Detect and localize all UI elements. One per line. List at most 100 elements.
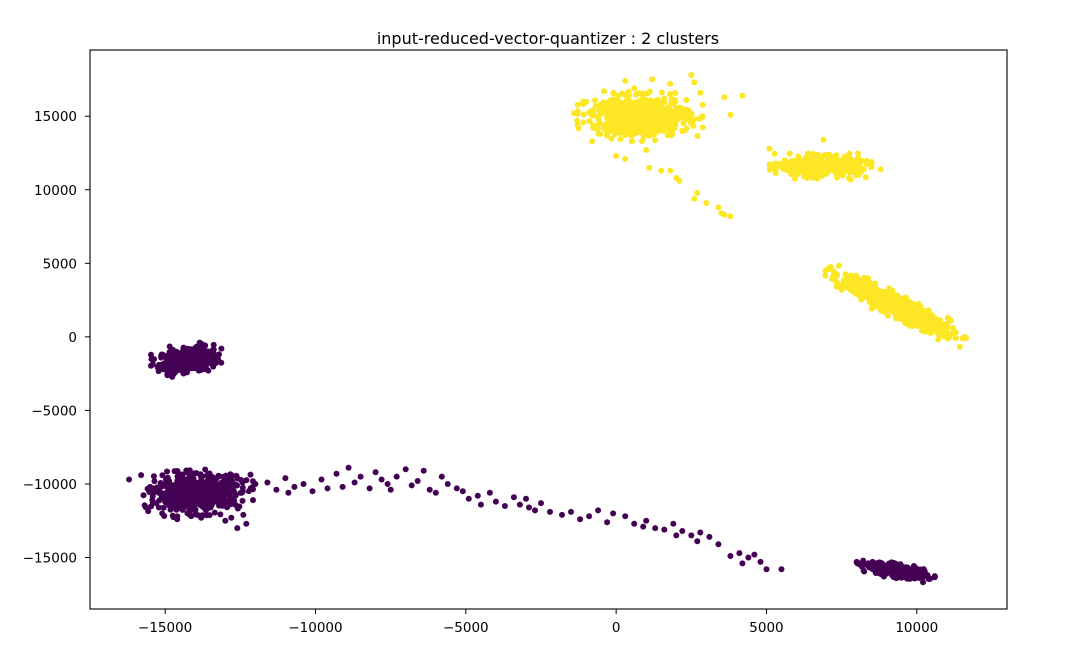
- data-point-cluster-0: [886, 565, 893, 571]
- data-point-cluster-1: [868, 160, 875, 167]
- data-point-cluster-1: [854, 291, 861, 298]
- data-point-cluster-0: [486, 489, 493, 496]
- data-point-cluster-1: [617, 136, 624, 143]
- data-point-cluster-0: [168, 350, 175, 357]
- data-point-cluster-0: [865, 560, 872, 567]
- data-point-cluster-0: [438, 473, 445, 480]
- data-point-cluster-1: [658, 167, 665, 174]
- data-point-cluster-1: [664, 132, 671, 139]
- data-point-cluster-0: [239, 497, 246, 504]
- data-point-cluster-1: [822, 152, 829, 159]
- data-point-cluster-1: [589, 138, 596, 145]
- data-point-cluster-0: [247, 471, 254, 478]
- data-point-cluster-0: [679, 528, 686, 534]
- data-point-cluster-1: [945, 335, 952, 342]
- data-point-cluster-1: [632, 91, 639, 98]
- data-point-cluster-1: [625, 96, 631, 103]
- data-point-cluster-0: [763, 566, 770, 573]
- data-point-cluster-1: [833, 279, 840, 286]
- data-point-cluster-0: [345, 464, 352, 471]
- data-point-cluster-1: [814, 175, 821, 182]
- data-point-cluster-1: [615, 102, 622, 109]
- data-point-cluster-0: [174, 516, 181, 523]
- data-point-cluster-0: [166, 343, 173, 350]
- data-point-cluster-1: [662, 122, 669, 129]
- data-point-cluster-1: [800, 168, 807, 175]
- data-point-cluster-1: [853, 157, 860, 163]
- data-point-cluster-1: [586, 118, 593, 125]
- data-point-cluster-1: [956, 343, 963, 350]
- data-point-cluster-0: [228, 514, 235, 521]
- data-point-cluster-1: [944, 320, 951, 327]
- data-point-cluster-0: [568, 508, 574, 515]
- data-point-cluster-1: [615, 93, 622, 99]
- data-point-cluster-1: [847, 176, 854, 183]
- data-point-cluster-1: [820, 136, 827, 143]
- data-point-cluster-0: [547, 508, 553, 515]
- data-point-cluster-1: [894, 303, 901, 310]
- data-point-cluster-0: [474, 492, 481, 499]
- data-point-cluster-0: [223, 472, 230, 479]
- data-point-cluster-1: [868, 305, 875, 312]
- data-point-cluster-1: [580, 111, 587, 118]
- data-point-cluster-1: [842, 166, 849, 173]
- data-point-cluster-1: [664, 113, 671, 120]
- data-point-cluster-1: [574, 117, 581, 124]
- data-point-cluster-1: [806, 163, 813, 170]
- data-point-cluster-0: [151, 356, 157, 363]
- data-point-cluster-1: [691, 195, 698, 202]
- data-point-cluster-1: [610, 90, 617, 97]
- data-point-cluster-1: [862, 278, 869, 285]
- data-point-cluster-0: [745, 554, 752, 561]
- data-point-cluster-0: [577, 516, 584, 523]
- data-point-cluster-1: [944, 314, 951, 321]
- data-point-cluster-1: [739, 92, 746, 99]
- data-point-cluster-1: [819, 162, 826, 169]
- data-point-cluster-0: [191, 470, 198, 477]
- data-point-cluster-0: [173, 484, 180, 491]
- data-point-cluster-0: [208, 496, 214, 503]
- data-point-cluster-1: [872, 280, 879, 287]
- data-point-cluster-0: [309, 488, 316, 495]
- data-point-cluster-1: [875, 291, 882, 298]
- data-point-cluster-0: [739, 560, 746, 567]
- data-point-cluster-0: [234, 525, 241, 532]
- data-point-cluster-1: [610, 97, 617, 104]
- data-point-cluster-1: [580, 119, 587, 126]
- data-point-cluster-0: [911, 568, 918, 575]
- y-tick-label: 0: [68, 330, 77, 346]
- data-point-cluster-0: [610, 510, 617, 517]
- data-point-cluster-1: [952, 335, 959, 342]
- data-point-cluster-1: [885, 289, 892, 296]
- data-point-cluster-0: [239, 479, 246, 486]
- data-point-cluster-0: [333, 470, 340, 477]
- data-point-cluster-1: [907, 322, 913, 329]
- data-point-cluster-1: [862, 174, 869, 181]
- data-point-cluster-1: [822, 272, 829, 279]
- data-point-cluster-1: [646, 88, 653, 95]
- data-point-cluster-0: [860, 567, 867, 574]
- data-point-cluster-1: [918, 312, 925, 319]
- data-point-cluster-0: [366, 485, 373, 492]
- data-point-cluster-0: [173, 351, 180, 358]
- data-point-cluster-0: [595, 507, 602, 514]
- data-point-cluster-0: [216, 473, 223, 480]
- data-point-cluster-1: [844, 273, 851, 280]
- data-point-cluster-0: [887, 570, 894, 577]
- data-point-cluster-1: [831, 156, 838, 163]
- data-point-cluster-1: [648, 118, 655, 125]
- data-point-cluster-0: [192, 506, 199, 513]
- data-point-cluster-0: [921, 568, 928, 575]
- data-point-cluster-0: [538, 500, 544, 507]
- data-point-cluster-1: [622, 155, 629, 162]
- data-point-cluster-1: [639, 92, 646, 99]
- data-point-cluster-1: [646, 129, 653, 136]
- data-point-cluster-1: [918, 327, 925, 334]
- data-point-cluster-0: [318, 476, 325, 483]
- data-point-cluster-1: [838, 286, 845, 293]
- data-point-cluster-0: [166, 480, 173, 487]
- data-point-cluster-0: [150, 473, 157, 480]
- data-point-cluster-0: [164, 360, 170, 367]
- data-point-cluster-0: [532, 507, 538, 514]
- data-point-cluster-1: [667, 80, 674, 87]
